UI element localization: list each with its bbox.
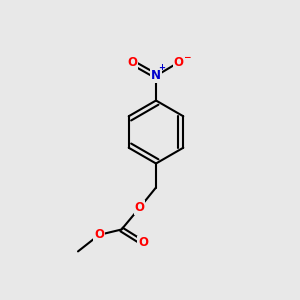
Text: O: O [94, 228, 104, 242]
Text: O: O [173, 56, 184, 69]
Text: O: O [127, 56, 137, 69]
Text: O: O [138, 236, 148, 250]
Text: +: + [158, 63, 166, 72]
Text: O: O [134, 201, 145, 214]
Text: −: − [183, 53, 190, 62]
Text: N: N [151, 69, 161, 82]
